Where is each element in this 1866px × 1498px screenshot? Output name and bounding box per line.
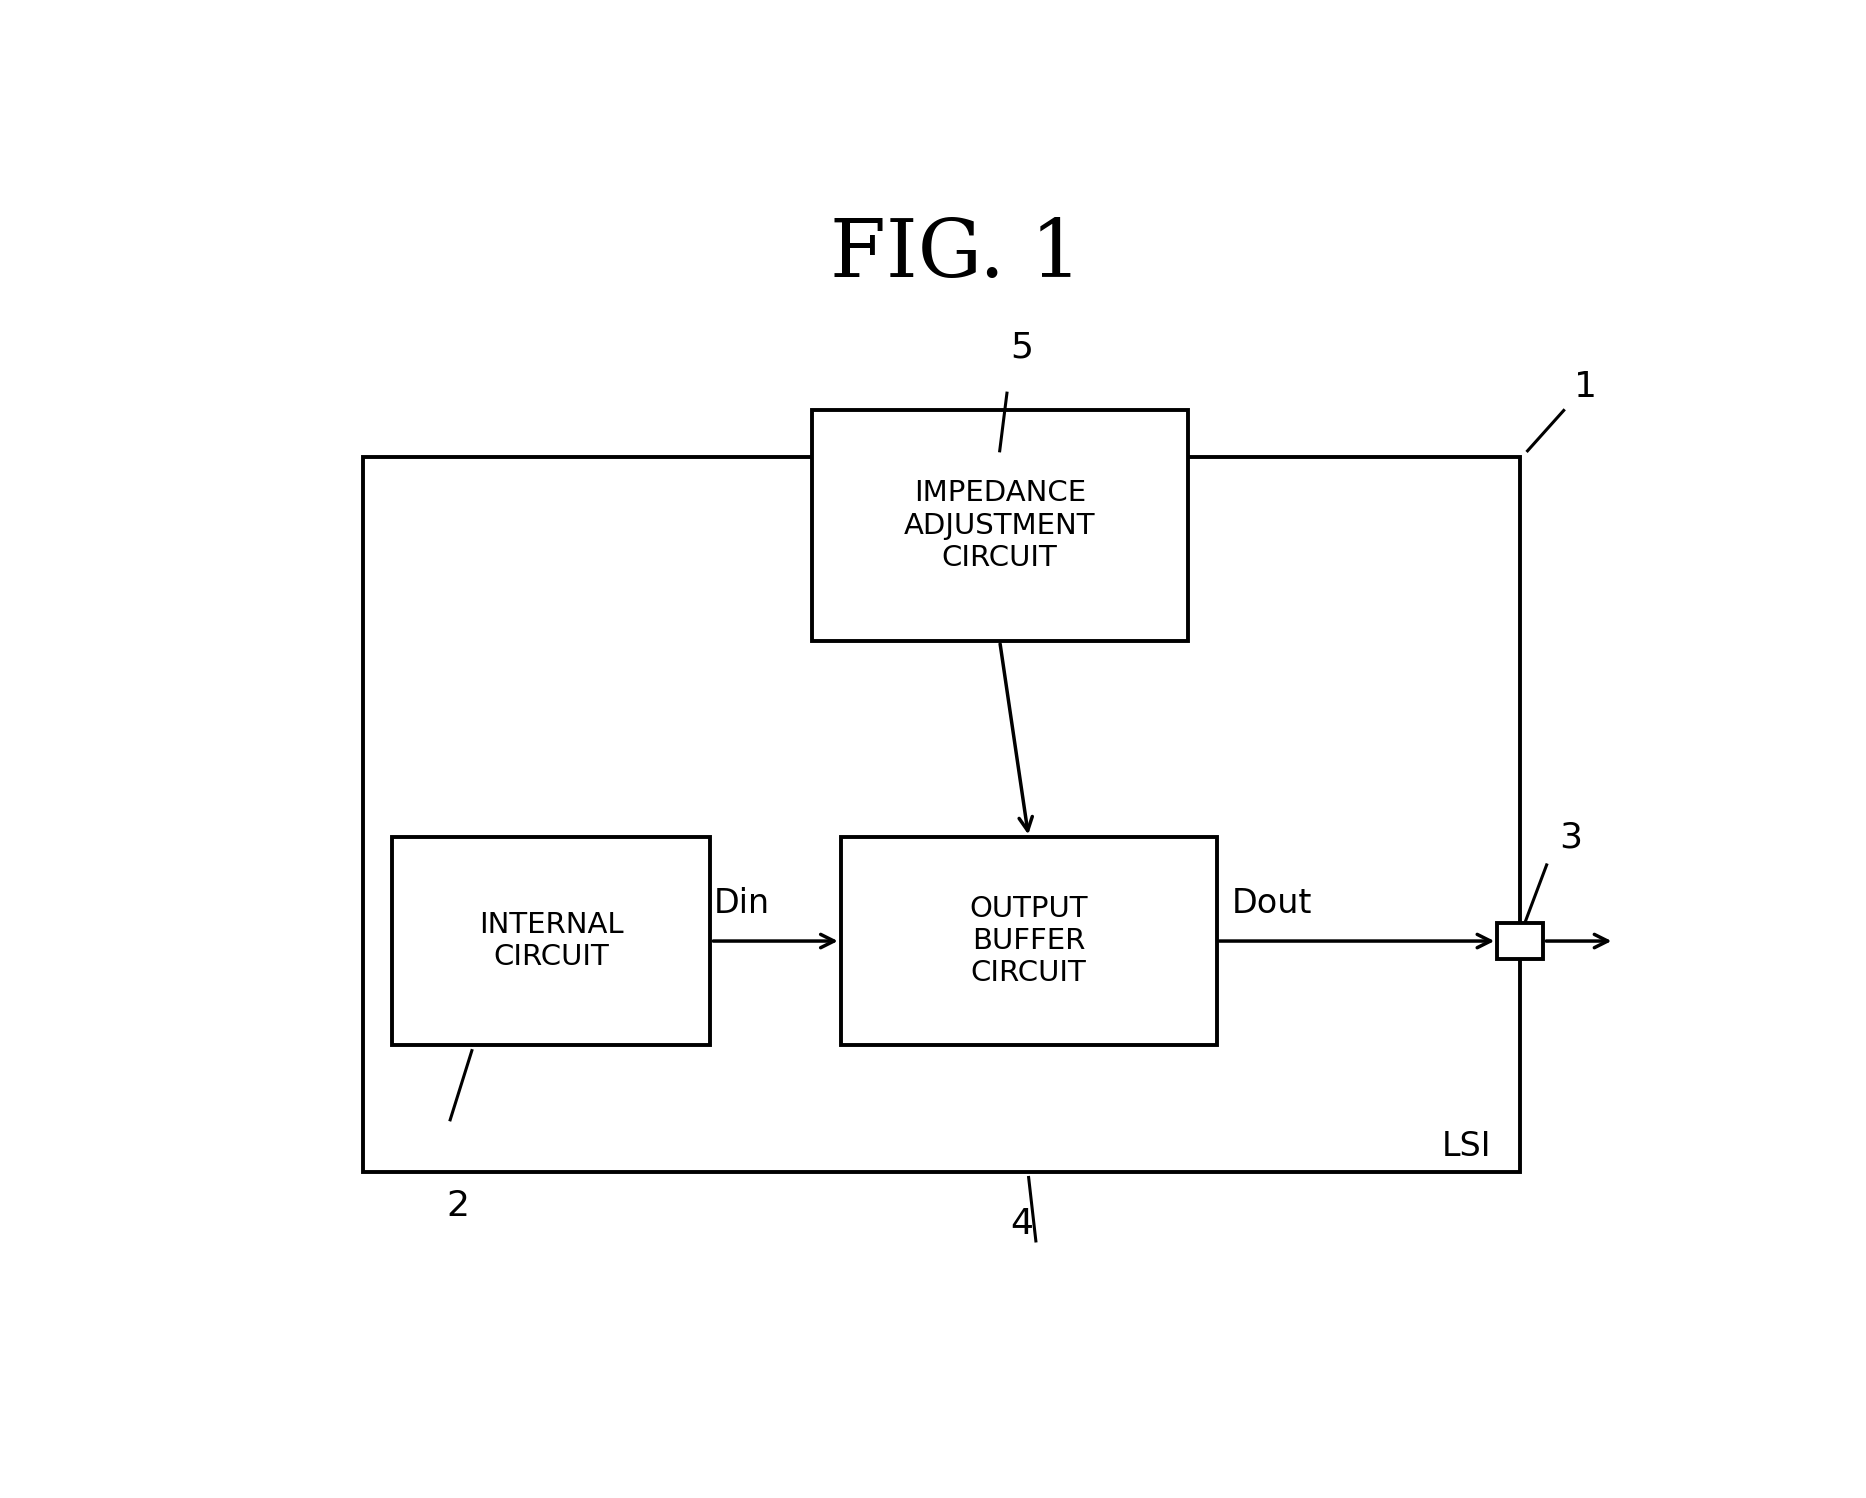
Text: 2: 2 <box>446 1189 468 1224</box>
Text: 5: 5 <box>1010 330 1034 364</box>
Text: IMPEDANCE
ADJUSTMENT
CIRCUIT: IMPEDANCE ADJUSTMENT CIRCUIT <box>903 479 1095 572</box>
Text: 4: 4 <box>1010 1207 1034 1240</box>
Text: LSI: LSI <box>1442 1129 1491 1162</box>
Text: 3: 3 <box>1560 821 1582 854</box>
Bar <box>840 837 1217 1046</box>
Bar <box>1497 923 1543 960</box>
Bar <box>812 410 1189 641</box>
Bar <box>364 457 1521 1171</box>
Text: Din: Din <box>715 887 771 920</box>
Bar <box>392 837 711 1046</box>
Text: OUTPUT
BUFFER
CIRCUIT: OUTPUT BUFFER CIRCUIT <box>968 894 1088 987</box>
Text: Dout: Dout <box>1232 887 1312 920</box>
Text: INTERNAL
CIRCUIT: INTERNAL CIRCUIT <box>480 911 623 971</box>
Text: FIG. 1: FIG. 1 <box>830 216 1082 294</box>
Text: 1: 1 <box>1573 370 1597 404</box>
